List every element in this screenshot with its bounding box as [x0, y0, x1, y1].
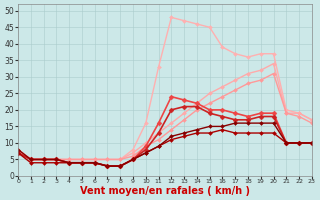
X-axis label: Vent moyen/en rafales ( km/h ): Vent moyen/en rafales ( km/h ) — [80, 186, 250, 196]
